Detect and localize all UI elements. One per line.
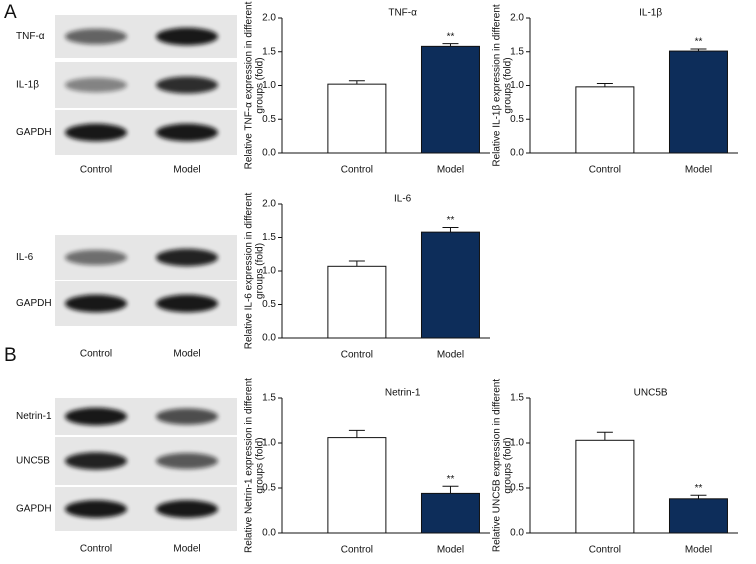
y-axis-label: groups (fold): [255, 243, 266, 299]
band-label: Netrin-1: [16, 411, 52, 422]
blot-band: [65, 407, 127, 426]
x-tick-label: Control: [341, 545, 373, 556]
bar: [327, 83, 387, 154]
y-tick-label: 1.5: [510, 393, 524, 404]
lane-label: Control: [80, 165, 112, 176]
blot-band: [65, 249, 127, 266]
x-tick-label: Model: [437, 350, 464, 361]
y-tick-label: 2.0: [262, 13, 276, 24]
x-tick-label: Model: [685, 545, 712, 556]
blot-band: [65, 294, 127, 313]
y-tick-label: 1.0: [262, 80, 276, 91]
bar: [420, 231, 480, 339]
bar: [575, 86, 635, 154]
significance: **: [695, 37, 703, 48]
blot-band: [156, 123, 218, 142]
y-tick-label: 0.5: [262, 114, 276, 125]
y-axis-label: groups (fold): [503, 57, 514, 113]
chart-title: TNF-α: [388, 8, 417, 19]
y-tick-label: 2.0: [510, 13, 524, 24]
y-axis-label: Relative UNC5B expression in different: [492, 379, 503, 552]
lane-label: Model: [173, 349, 200, 360]
x-tick-label: Control: [589, 165, 621, 176]
lane-label: Model: [173, 544, 200, 555]
y-tick-label: 0.0: [510, 148, 524, 159]
y-tick-label: 1.0: [510, 438, 524, 449]
y-tick-label: 1.0: [262, 266, 276, 277]
band-label: GAPDH: [16, 298, 52, 309]
bar: [668, 498, 728, 534]
bar: [575, 439, 635, 534]
blot-band: [156, 500, 218, 518]
y-tick-label: 1.5: [262, 393, 276, 404]
band-label: IL-6: [16, 252, 34, 263]
y-tick-label: 0.0: [262, 148, 276, 159]
bar: [420, 492, 480, 534]
panel-label: B: [4, 345, 17, 366]
x-tick-label: Model: [437, 165, 464, 176]
chart-title: IL-1β: [639, 8, 662, 19]
y-tick-label: 1.5: [262, 46, 276, 57]
band-label: GAPDH: [16, 127, 52, 138]
bar: [668, 50, 728, 154]
y-axis-label: groups (fold): [255, 57, 266, 113]
y-axis-label: Relative Netrin-1 expression in differen…: [244, 378, 255, 553]
blot-band: [65, 77, 127, 93]
blot-band: [156, 76, 218, 94]
x-tick-label: Model: [437, 545, 464, 556]
bar: [327, 265, 387, 339]
y-tick-label: 0.5: [262, 483, 276, 494]
band-label: TNF-α: [16, 31, 45, 42]
blot-band: [156, 453, 218, 469]
y-tick-label: 1.0: [510, 80, 524, 91]
y-tick-label: 0.0: [510, 528, 524, 539]
chart-title: UNC5B: [634, 388, 668, 399]
y-tick-label: 0.0: [262, 528, 276, 539]
y-tick-label: 1.5: [510, 46, 524, 57]
panel-label: A: [4, 2, 17, 23]
lane-label: Control: [80, 544, 112, 555]
y-axis-label: Relative IL-6 expression in different: [244, 193, 255, 350]
bar: [327, 437, 387, 534]
x-tick-label: Control: [341, 350, 373, 361]
y-tick-label: 0.5: [510, 483, 524, 494]
y-tick-label: 0.5: [510, 114, 524, 125]
significance: **: [447, 31, 455, 42]
significance: **: [695, 483, 703, 494]
y-tick-label: 1.0: [262, 438, 276, 449]
bar: [420, 45, 480, 154]
blot-band: [156, 27, 218, 46]
y-axis-label: Relative TNF-α expression in different: [244, 1, 255, 169]
x-tick-label: Control: [341, 165, 373, 176]
band-label: GAPDH: [16, 504, 52, 515]
x-tick-label: Model: [685, 165, 712, 176]
y-tick-label: 0.0: [262, 333, 276, 344]
band-label: UNC5B: [16, 456, 50, 467]
y-axis-label: Relative IL-1β expression in different: [492, 4, 503, 167]
blot-band: [156, 408, 218, 425]
y-tick-label: 0.5: [262, 299, 276, 310]
x-tick-label: Control: [589, 545, 621, 556]
blot-band: [65, 123, 127, 142]
band-label: IL-1β: [16, 80, 39, 91]
significance: **: [447, 474, 455, 485]
lane-label: Model: [173, 165, 200, 176]
y-axis-label: groups (fold): [255, 437, 266, 493]
blot-band: [65, 28, 127, 45]
blot-band: [65, 452, 127, 470]
y-tick-label: 1.5: [262, 232, 276, 243]
lane-label: Control: [80, 349, 112, 360]
y-tick-label: 2.0: [262, 199, 276, 210]
blot-band: [156, 294, 218, 313]
blot-band: [65, 500, 127, 518]
y-axis-label: groups (fold): [503, 437, 514, 493]
blot-band: [156, 248, 218, 267]
significance: **: [447, 215, 455, 226]
chart-title: IL-6: [394, 194, 412, 205]
chart-title: Netrin-1: [385, 388, 421, 399]
